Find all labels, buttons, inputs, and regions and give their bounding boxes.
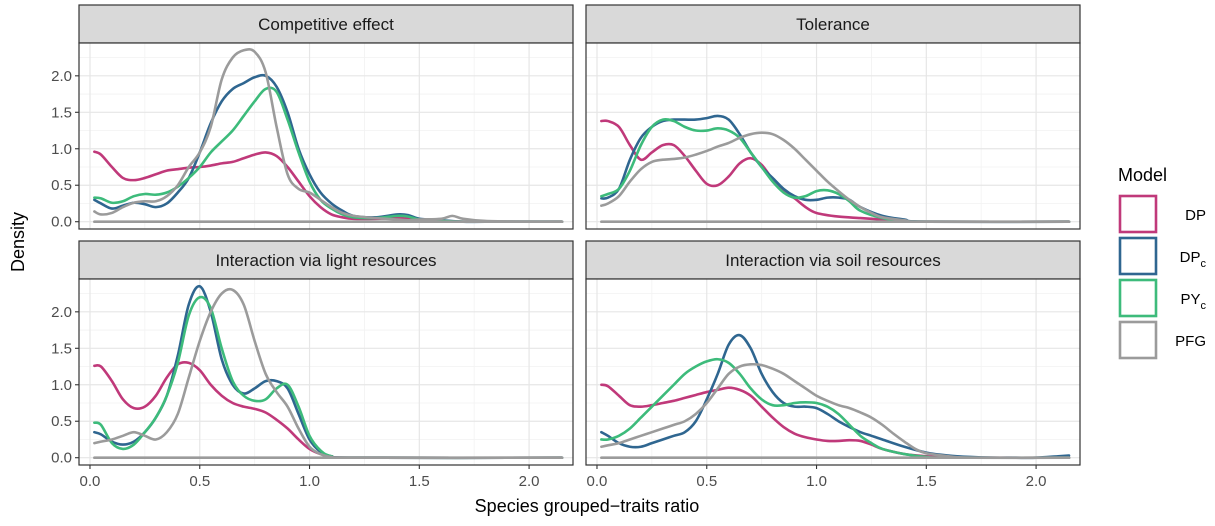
series-line-DP	[600, 119, 1071, 224]
series-line-PYc	[600, 357, 1071, 460]
x-tick-label: 1.5	[916, 473, 937, 490]
panel-strip	[585, 240, 1081, 280]
x-tick-label: 1.5	[409, 473, 430, 490]
legend-label-base: PY	[1180, 291, 1200, 308]
y-tick-label: 1.0	[51, 377, 72, 394]
panel-strip	[78, 240, 574, 280]
panel-border	[78, 42, 574, 230]
legend-label-base: DP	[1185, 207, 1206, 224]
x-tick-label: 1.0	[299, 473, 320, 490]
legend-key	[1118, 278, 1158, 318]
x-tick-label: 0.5	[696, 473, 717, 490]
y-axis-label: Density	[8, 212, 28, 272]
y-tick-label: 2.0	[51, 68, 72, 85]
series-line-DPc	[93, 284, 564, 460]
y-tick-label: 0.5	[51, 413, 72, 430]
series-line-PFG	[93, 47, 564, 224]
legend-key	[1118, 194, 1158, 234]
panel-title: Interaction via light resources	[215, 251, 436, 270]
legend-title: Model	[1118, 165, 1167, 185]
legend-label: PFG	[1175, 333, 1206, 350]
y-tick-label: 0.0	[51, 214, 72, 231]
legend-item-DP: DP	[1118, 194, 1206, 234]
panel-border	[78, 278, 574, 466]
x-tick-label: 0.0	[80, 473, 101, 490]
x-tick-label: 0.0	[587, 473, 608, 490]
legend-item-DPc: DPc	[1118, 236, 1207, 276]
panel-border	[585, 278, 1081, 466]
x-axis-label: Species grouped−traits ratio	[475, 496, 700, 516]
panel-border	[585, 42, 1081, 230]
series-line-PFG	[93, 287, 564, 460]
series-line-PYc	[600, 117, 1071, 224]
y-tick-label: 1.5	[51, 340, 72, 357]
legend-item-PFG: PFG	[1118, 320, 1206, 360]
plot-area	[586, 43, 1080, 229]
series-line-PFG	[600, 362, 1071, 460]
panel-2: Tolerance	[585, 4, 1081, 230]
x-tick-label: 2.0	[519, 473, 540, 490]
x-tick-label: 2.0	[1026, 473, 1047, 490]
legend-label-base: PFG	[1175, 333, 1206, 350]
legend-label-subscript: c	[1201, 258, 1207, 270]
panel-title: Interaction via soil resources	[725, 251, 940, 270]
plot-area	[79, 279, 573, 465]
legend-label: PYc	[1180, 291, 1206, 312]
panels: Competitive effect 0.0 0.5 1.0 1.5 2.0 Toleran…	[51, 4, 1081, 490]
legend-label: DPc	[1180, 249, 1207, 270]
panel-title: Tolerance	[796, 15, 870, 34]
panel-strip	[78, 4, 574, 44]
y-tick-label: 1.0	[51, 141, 72, 158]
panel-1: Competitive effect 0.0 0.5 1.0 1.5 2.0	[51, 4, 574, 231]
panel-title: Competitive effect	[258, 15, 394, 34]
y-tick-label: 0.0	[51, 450, 72, 467]
panel-strip	[585, 4, 1081, 44]
legend-key	[1118, 236, 1158, 276]
series-line-PYc	[93, 86, 564, 224]
legend-item-PYc: PYc	[1118, 278, 1207, 318]
x-tick-label: 0.5	[189, 473, 210, 490]
series-line-PFG	[600, 131, 1071, 224]
y-tick-label: 0.5	[51, 177, 72, 194]
legend-key	[1118, 320, 1158, 360]
legend-label-base: DP	[1180, 249, 1201, 266]
x-tick-label: 1.0	[806, 473, 827, 490]
series-line-PYc	[93, 295, 564, 460]
plot-area	[586, 279, 1080, 465]
legend-label: DP	[1185, 207, 1206, 224]
legend-label-subscript: c	[1201, 300, 1207, 312]
y-tick-label: 2.0	[51, 304, 72, 321]
panel-3: Interaction via light resources 0.0 0.5 1.0…	[51, 240, 574, 490]
panel-4: Interaction via soil resources 0.0 0.5 1.0 1…	[585, 240, 1081, 490]
y-tick-label: 1.5	[51, 104, 72, 121]
